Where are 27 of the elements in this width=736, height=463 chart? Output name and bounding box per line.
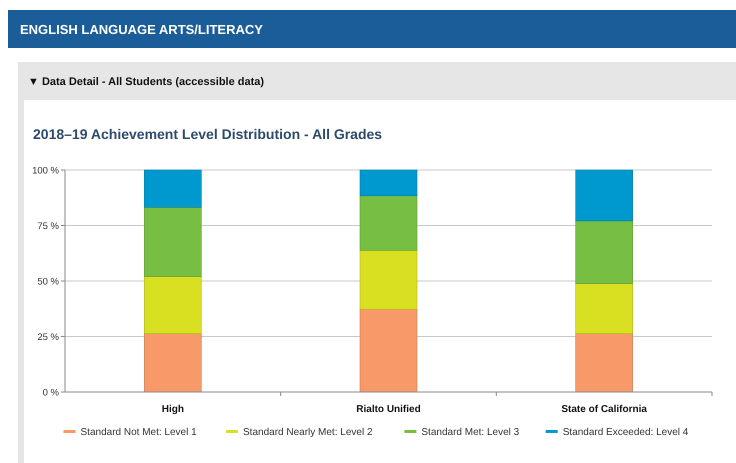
bar — [144, 333, 202, 392]
bar — [144, 206, 202, 277]
bar — [144, 276, 202, 334]
legend-label: Standard Exceeded: Level 4 — [562, 427, 689, 438]
bar — [575, 170, 633, 222]
bar — [360, 195, 418, 251]
bar — [360, 170, 418, 196]
x-tick-label: High — [162, 404, 184, 415]
bar — [144, 170, 202, 208]
legend-label: Standard Nearly Met: Level 2 — [243, 427, 373, 438]
chart-title: 2018–19 Achievement Level Distribution - All Grades — [33, 126, 382, 142]
text: ENGLISH LANGUAGE ARTS/LITERACY — [20, 22, 264, 37]
bar — [575, 283, 633, 334]
y-tick-label: 75 % — [37, 221, 60, 232]
legend-label: Standard Met: Level 3 — [421, 427, 520, 438]
x-tick-label: Rialto Unified — [356, 404, 421, 415]
y-tick-label: 0 % — [42, 388, 60, 398]
bar — [360, 308, 418, 392]
bar — [360, 250, 418, 310]
bar — [575, 220, 633, 284]
bar — [575, 333, 633, 392]
y-tick-label: 100 % — [32, 166, 60, 176]
x-tick-label: State of California — [561, 404, 648, 415]
text: ▼ Data Detail - All Students (accessible data) — [28, 76, 264, 88]
legend-label: Standard Not Met: Level 1 — [80, 427, 198, 438]
y-tick-label: 25 % — [37, 332, 60, 343]
y-tick-label: 50 % — [37, 276, 60, 288]
